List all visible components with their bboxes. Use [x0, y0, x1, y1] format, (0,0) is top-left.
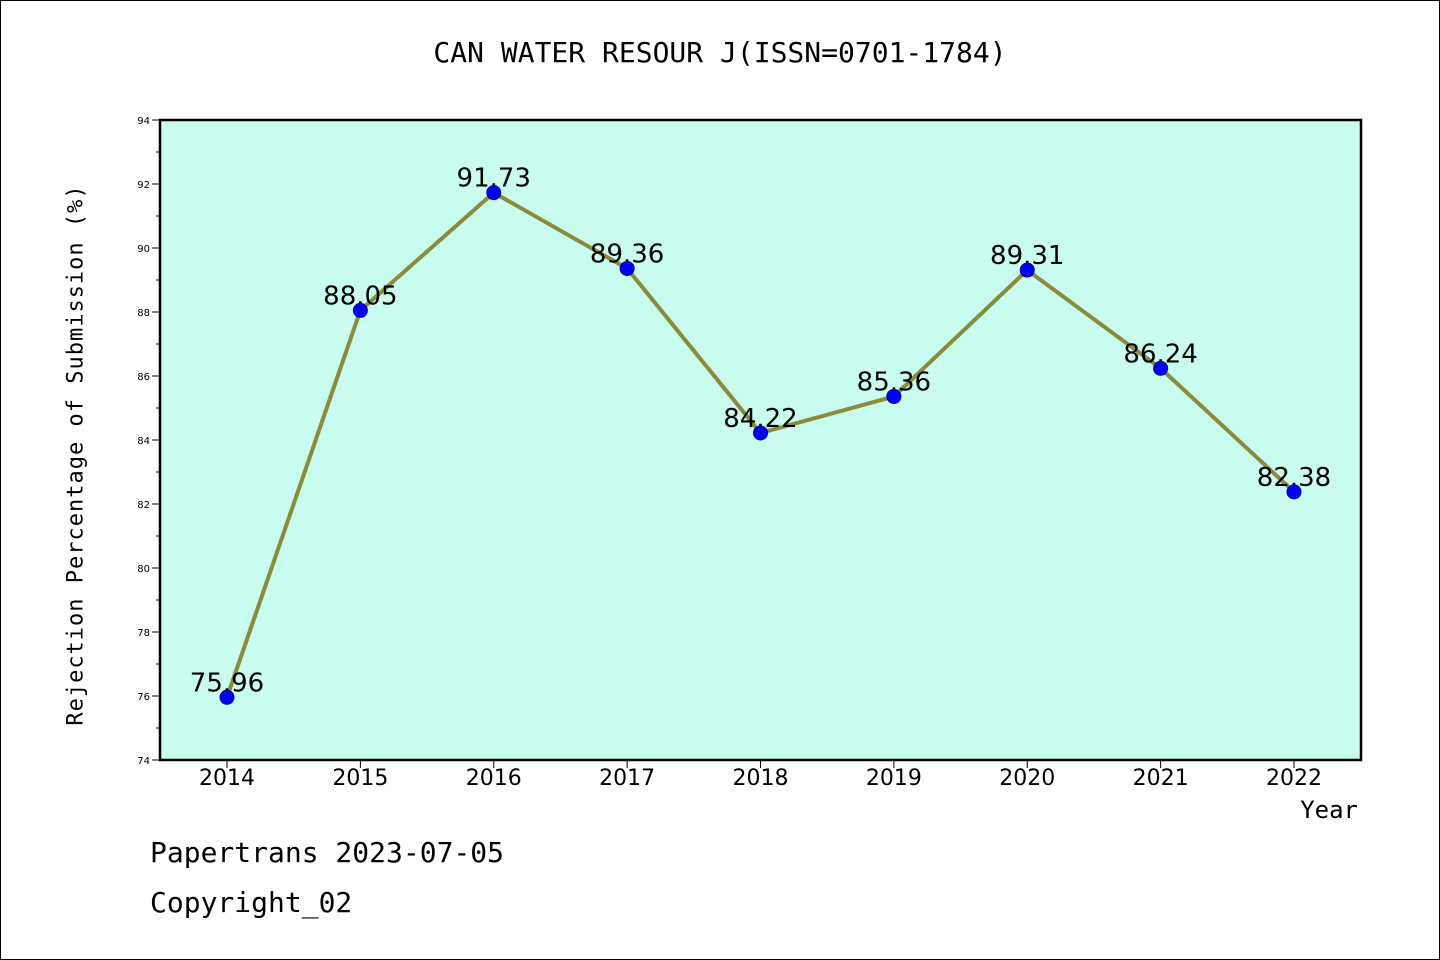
y-tick-label: 74	[137, 756, 150, 767]
y-tick-label: 90	[137, 244, 150, 255]
data-point	[1286, 484, 1302, 500]
x-tick-label: 2016	[466, 766, 522, 791]
chart-title: CAN WATER RESOUR J(ISSN=0701-1784)	[433, 36, 1007, 69]
data-point	[352, 302, 368, 318]
x-tick-label: 2017	[599, 766, 655, 791]
footer-date: Papertrans 2023-07-05	[150, 836, 505, 869]
x-tick-label: 2019	[866, 766, 922, 791]
y-tick-label: 76	[137, 692, 150, 703]
data-point	[1153, 360, 1169, 376]
y-tick-label: 94	[137, 116, 150, 127]
x-tick-label: 2014	[199, 766, 255, 791]
y-tick-label: 78	[137, 628, 150, 639]
y-tick-label: 82	[137, 500, 150, 511]
footer-copyright: Copyright_02	[150, 886, 353, 919]
x-tick-label: 2022	[1266, 766, 1322, 791]
x-tick-label: 2020	[999, 766, 1055, 791]
x-axis-label: Year	[1300, 796, 1358, 824]
data-point	[486, 185, 502, 201]
data-point	[1019, 262, 1035, 278]
plot-border	[158, 118, 1363, 762]
y-tick-label: 86	[137, 372, 150, 383]
data-point	[753, 425, 768, 441]
data-point	[886, 388, 902, 404]
data-point	[219, 689, 235, 705]
y-tick-label: 84	[137, 436, 150, 447]
data-point	[619, 260, 635, 276]
y-tick-label: 88	[137, 308, 150, 319]
y-tick-label: 92	[137, 180, 150, 191]
x-tick-label: 2015	[332, 766, 388, 791]
y-tick-label: 80	[137, 564, 150, 575]
x-tick-label: 2021	[1133, 766, 1189, 791]
x-tick-label: 2018	[733, 766, 789, 791]
